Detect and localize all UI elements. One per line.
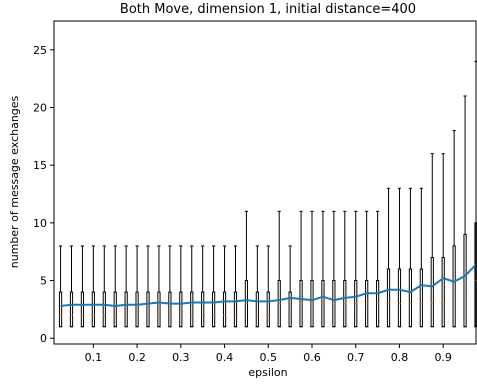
box-body bbox=[255, 291, 259, 328]
box-body bbox=[113, 291, 117, 328]
box-body bbox=[408, 268, 413, 328]
box bbox=[124, 245, 128, 328]
x-tick-label: 0.1 bbox=[85, 351, 103, 364]
box-body bbox=[419, 268, 423, 328]
box-body bbox=[397, 268, 402, 328]
box bbox=[332, 210, 336, 328]
box-body bbox=[80, 291, 85, 328]
x-tick-label: 0.7 bbox=[347, 351, 365, 364]
x-tick-label: 0.4 bbox=[216, 351, 234, 364]
x-tick-label: 0.2 bbox=[128, 351, 146, 364]
box-body bbox=[430, 256, 434, 328]
box-body bbox=[102, 291, 106, 328]
box bbox=[190, 245, 194, 328]
box bbox=[102, 245, 106, 328]
y-tick-label: 15 bbox=[33, 159, 47, 172]
box bbox=[430, 153, 434, 328]
x-tick-label: 0.6 bbox=[303, 351, 321, 364]
box bbox=[452, 130, 456, 328]
box bbox=[113, 245, 117, 328]
box-body bbox=[135, 291, 139, 328]
box-body bbox=[58, 291, 63, 328]
box-body bbox=[168, 291, 172, 328]
box-body bbox=[452, 245, 456, 328]
box bbox=[168, 245, 172, 328]
box bbox=[135, 245, 139, 328]
box-body bbox=[179, 291, 183, 328]
box bbox=[58, 245, 63, 328]
box bbox=[386, 187, 391, 328]
box-body bbox=[91, 291, 95, 328]
box-body bbox=[233, 291, 238, 328]
box bbox=[146, 245, 150, 328]
box bbox=[179, 245, 183, 328]
x-tick-label: 0.5 bbox=[260, 351, 278, 364]
box-body bbox=[201, 291, 205, 328]
box bbox=[365, 210, 369, 328]
box bbox=[80, 245, 85, 328]
box bbox=[212, 245, 216, 328]
box bbox=[321, 210, 325, 328]
y-axis-label: number of message exchanges bbox=[8, 95, 21, 268]
box bbox=[343, 210, 347, 328]
box bbox=[376, 210, 380, 328]
x-tick-label: 0.9 bbox=[434, 351, 452, 364]
box bbox=[419, 187, 423, 328]
box bbox=[255, 245, 259, 328]
y-tick-label: 5 bbox=[40, 275, 47, 288]
y-tick-label: 0 bbox=[40, 332, 47, 345]
box bbox=[266, 245, 270, 328]
box-body bbox=[157, 291, 161, 328]
box-body bbox=[386, 268, 391, 328]
x-tick-label: 0.8 bbox=[391, 351, 409, 364]
box bbox=[463, 95, 467, 328]
y-tick-label: 20 bbox=[33, 102, 47, 115]
mean-line bbox=[60, 263, 477, 307]
box bbox=[310, 210, 314, 328]
box bbox=[288, 245, 292, 328]
x-tick-label: 0.3 bbox=[172, 351, 190, 364]
y-tick-label: 25 bbox=[33, 44, 47, 57]
box bbox=[299, 210, 303, 328]
box-series bbox=[58, 60, 477, 328]
box-body bbox=[222, 291, 227, 328]
y-axis-ticks: 0 5 10 15 20 25 bbox=[33, 44, 54, 345]
box bbox=[397, 187, 402, 328]
box-body bbox=[441, 256, 445, 328]
box bbox=[233, 245, 238, 328]
box-body bbox=[266, 291, 270, 328]
box bbox=[441, 153, 445, 328]
x-axis-label: epsilon bbox=[248, 366, 287, 379]
box bbox=[408, 187, 413, 328]
box bbox=[354, 210, 358, 328]
box bbox=[277, 210, 281, 328]
box bbox=[244, 210, 249, 328]
box-body bbox=[212, 291, 216, 328]
box-body bbox=[463, 233, 467, 328]
box bbox=[201, 245, 205, 328]
box-body bbox=[146, 291, 150, 328]
box-body bbox=[190, 291, 194, 328]
box-body bbox=[288, 291, 292, 328]
plot-frame bbox=[53, 20, 477, 345]
box bbox=[91, 245, 95, 328]
y-tick-label: 10 bbox=[33, 217, 47, 230]
x-axis-ticks: 0.1 0.2 0.3 0.4 0.5 0.6 0.7 0.8 0.9 bbox=[85, 344, 452, 364]
box bbox=[157, 245, 161, 328]
box-body bbox=[124, 291, 128, 328]
chart-title: Both Move, dimension 1, initial distance… bbox=[120, 2, 416, 17]
box-body bbox=[69, 291, 74, 328]
box bbox=[222, 245, 227, 328]
box bbox=[69, 245, 74, 328]
